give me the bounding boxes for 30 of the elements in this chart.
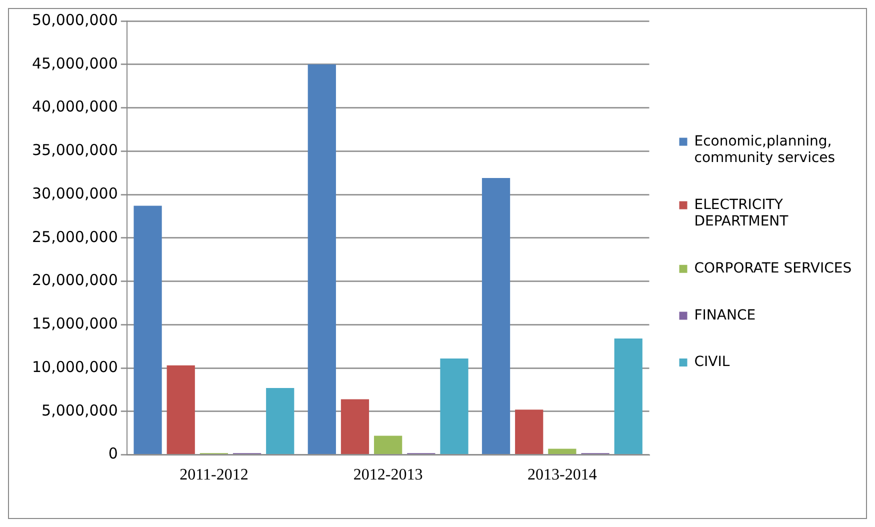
bar xyxy=(482,178,510,454)
legend-label: Economic,planning, community services xyxy=(694,133,836,166)
y-tick-label: 30,000,000 xyxy=(32,184,118,202)
y-tick-label: 20,000,000 xyxy=(32,271,118,290)
bar xyxy=(614,338,642,454)
legend-label: ELECTRICITY DEPARTMENT xyxy=(694,196,789,230)
y-tick-label: 50,000,000 xyxy=(32,10,118,29)
x-tick-label: 2012-2013 xyxy=(353,466,423,484)
legend-label: FINANCE xyxy=(694,307,756,324)
y-tick-label: 10,000,000 xyxy=(32,358,118,376)
legend-label: CIVIL xyxy=(694,354,730,370)
x-tick-label: 2011-2012 xyxy=(180,466,248,484)
bar xyxy=(515,410,544,454)
y-tick-label: 45,000,000 xyxy=(32,54,118,72)
bar xyxy=(166,365,195,454)
bar xyxy=(266,388,294,454)
bar xyxy=(440,358,468,454)
y-tick-label: 15,000,000 xyxy=(32,314,118,333)
y-tick-label: 5,000,000 xyxy=(42,401,118,420)
y-tick-label: 35,000,000 xyxy=(32,141,118,160)
bar xyxy=(134,206,162,454)
bar xyxy=(548,448,576,454)
y-tick-label: 0 xyxy=(108,444,118,463)
bar xyxy=(340,399,370,454)
x-tick-label: 2013-2014 xyxy=(528,466,597,484)
bar xyxy=(308,64,336,454)
y-tick-label: 25,000,000 xyxy=(32,228,118,246)
bar xyxy=(374,436,402,454)
legend-label: CORPORATE SERVICES xyxy=(694,260,852,277)
y-tick-label: 40,000,000 xyxy=(32,98,118,116)
